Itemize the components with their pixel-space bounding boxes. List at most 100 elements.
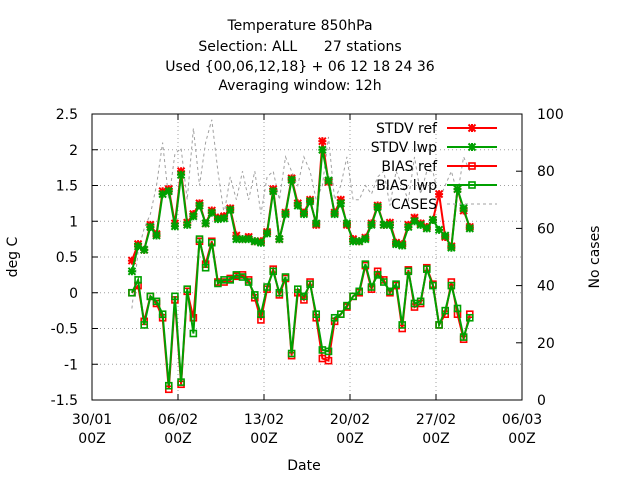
- stdv-ref-point: [127, 256, 137, 265]
- cases-line: [131, 119, 471, 309]
- bias-lwp-point: [306, 280, 314, 288]
- y-axis-label: deg C: [5, 236, 21, 277]
- stdv-lwp-point: [250, 237, 259, 246]
- stdv-lwp-point: [305, 197, 315, 206]
- stdv-lwp-point: [232, 234, 241, 244]
- stdv-lwp-point: [189, 212, 198, 221]
- stdv-lwp-point: [238, 234, 247, 244]
- series-layer: [127, 119, 474, 394]
- stdv-lwp-point: [404, 222, 413, 232]
- bias-lwp-point: [422, 265, 431, 273]
- bias-lwp-point: [158, 310, 167, 319]
- x-tick-label-date: 06/02: [158, 412, 198, 428]
- x-tick-label-time: 00Z: [508, 431, 535, 447]
- stdv-ref-point: [434, 189, 444, 199]
- legend-stdv-lwp-point: [467, 142, 477, 152]
- y2-tick-label: 100: [537, 107, 564, 123]
- bias-lwp-point: [201, 263, 210, 272]
- stdv-lwp-point: [299, 209, 309, 219]
- bias-lwp-point: [189, 329, 198, 338]
- bias-lwp-point: [386, 287, 394, 296]
- stdv-lwp-point: [195, 201, 204, 210]
- bias-lwp-point: [379, 278, 388, 286]
- bias-lwp-point: [453, 304, 462, 313]
- bias-lwp-point: [398, 321, 407, 329]
- bias-lwp-point: [355, 287, 364, 296]
- stdv-lwp-point: [441, 231, 450, 240]
- x-tick-label-time: 00Z: [422, 431, 449, 447]
- bias-lwp-point: [361, 260, 370, 268]
- legend-item-stdv-lwp: STDV lwp: [371, 140, 497, 156]
- axes: -1.5 -1 -0.5 0 0.5 1 1.5 2 2.5 0 20 40 60 80 100 30/01 0…: [51, 107, 564, 447]
- stdv-lwp-point: [355, 237, 364, 246]
- bias-lwp-point: [207, 238, 216, 247]
- stdv-lwp-point: [219, 214, 229, 223]
- series-cases: [131, 119, 471, 309]
- series-stdv-lwp: [127, 145, 474, 276]
- bias-lwp-point: [429, 281, 437, 290]
- stdv-lwp-point: [269, 187, 278, 196]
- bias-lwp-point: [324, 347, 333, 356]
- bias-lwp-point: [244, 278, 253, 286]
- legend-item-bias-lwp: BIAS lwp: [376, 178, 497, 194]
- x-tick-label-date: 30/01: [72, 412, 112, 428]
- bias-lwp-point: [343, 301, 351, 310]
- stdv-lwp-point: [183, 220, 192, 230]
- legend-label: STDV lwp: [371, 140, 437, 156]
- stdv-lwp-point: [361, 234, 370, 244]
- stdv-lwp-point: [434, 225, 444, 235]
- bias-lwp-point: [312, 310, 321, 319]
- y-tick-label: 2.5: [56, 107, 78, 123]
- title-line-2: Selection: ALL 27 stations: [198, 39, 401, 55]
- bias-lwp-point: [441, 306, 450, 315]
- stdv-lwp-point: [176, 170, 186, 179]
- legend-item-cases: CASES: [391, 197, 497, 213]
- x-tick-label-date: 06/03: [502, 412, 542, 428]
- stdv-lwp-point: [293, 201, 302, 210]
- stdv-lwp-point: [385, 220, 395, 230]
- bias-lwp-point: [293, 285, 302, 293]
- x-tick-label-time: 00Z: [164, 431, 191, 447]
- legend-label: BIAS ref: [381, 159, 438, 175]
- stdv-lwp-point: [158, 189, 167, 199]
- bias-lwp-point: [465, 313, 474, 322]
- y-tick-label: 0.5: [56, 250, 78, 266]
- y2-tick-label: 60: [537, 221, 555, 237]
- bias-lwp-point: [459, 333, 468, 341]
- stdv-lwp-point: [275, 234, 284, 244]
- title-block: Temperature 850hPa Selection: ALL 27 sta…: [165, 18, 435, 94]
- stdv-lwp-point: [391, 239, 401, 249]
- stdv-lwp-point: [256, 238, 266, 247]
- y-tick-label: 1: [69, 214, 78, 230]
- legend-bias-lwp-point: [468, 181, 476, 189]
- series-bias-lwp: [128, 235, 474, 390]
- y2-axis-label: No cases: [587, 226, 603, 289]
- stdv-lwp-point: [422, 224, 431, 233]
- bias-ref-point: [324, 356, 333, 365]
- bias-lwp-point: [336, 310, 345, 319]
- bias-lwp-point: [140, 321, 149, 329]
- stdv-lwp-point: [140, 245, 149, 255]
- stdv-lwp-point: [465, 224, 474, 233]
- y-tick-label: 2: [69, 143, 78, 159]
- y2-tick-label: 20: [537, 336, 555, 352]
- bias-lwp-point: [392, 280, 400, 288]
- bias-lwp-point: [373, 271, 382, 279]
- x-tick-label-date: 13/02: [244, 412, 284, 428]
- bias-lwp-point: [183, 285, 192, 293]
- stdv-lwp-point: [244, 234, 253, 244]
- stdv-lwp-point: [367, 220, 376, 230]
- stdv-lwp-point: [312, 219, 321, 228]
- bias-lwp-point: [435, 321, 443, 329]
- stdv-lwp-point: [447, 243, 456, 252]
- stdv-lwp-point: [348, 237, 358, 246]
- stdv-lwp-point: [133, 242, 143, 251]
- stdv-lwp-point: [207, 208, 216, 217]
- stdv-lwp-point: [453, 184, 462, 194]
- bias-lwp-point: [226, 276, 235, 284]
- legend-label: STDV ref: [376, 121, 438, 137]
- bias-lwp-point: [287, 349, 296, 358]
- bias-lwp-point: [275, 288, 284, 297]
- stdv-lwp-point: [410, 217, 419, 226]
